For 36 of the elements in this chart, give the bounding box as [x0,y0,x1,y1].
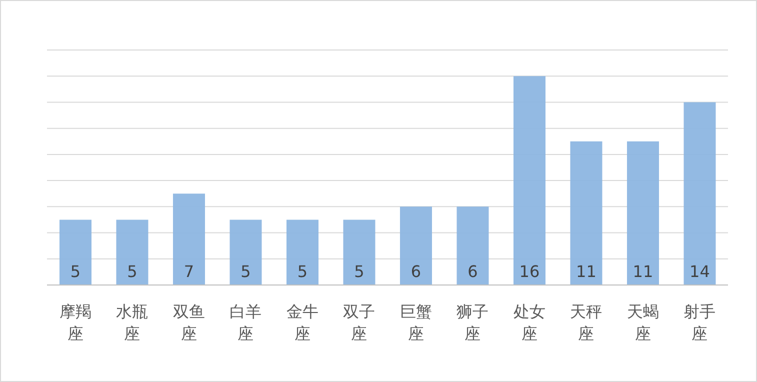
bar [59,220,92,285]
x-tick-label: 巨蟹座 [400,302,432,343]
x-tick-label: 金牛座 [286,302,318,343]
data-label: 5 [354,262,364,281]
x-tick-label: 射手座 [684,302,716,343]
data-label: 7 [184,262,194,281]
data-label: 11 [632,262,654,281]
data-label: 5 [70,262,81,281]
bar [172,194,205,285]
x-tick-label: 水瓶座 [116,302,148,343]
data-label: 6 [410,262,422,281]
x-tick-label: 处女座 [513,302,546,343]
data-label: 5 [240,262,251,281]
data-label: 6 [468,262,478,281]
x-tick-label: 摩羯座 [59,302,92,343]
bar [570,141,602,285]
x-tick-label: 白羊座 [230,302,262,343]
bar [116,220,148,285]
data-label: 11 [576,262,596,281]
x-tick-label: 双鱼座 [172,302,205,343]
bar [286,220,318,285]
x-tick-label: 天蝎座 [626,302,659,343]
x-tick-label: 天秤座 [570,302,602,343]
x-tick-label: 狮子座 [456,302,489,343]
x-tick-label: 双子座 [343,302,376,343]
bar [230,220,262,285]
data-label: 14 [690,262,710,281]
data-label: 5 [297,262,308,281]
bar [456,206,489,285]
bar [343,220,376,285]
bar [513,76,546,285]
data-label: 5 [127,262,138,281]
bar [400,206,432,285]
bar [684,102,716,285]
bar [626,141,659,285]
data-label: 16 [519,262,540,281]
